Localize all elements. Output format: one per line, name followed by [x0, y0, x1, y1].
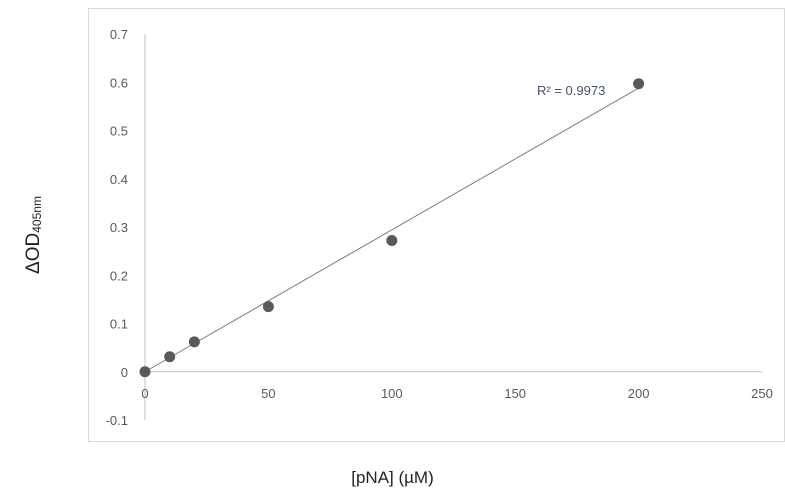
x-tick-label: 200 — [628, 386, 650, 401]
y-tick-label: 0.6 — [110, 75, 128, 90]
x-tick-label: 150 — [504, 386, 526, 401]
y-tick-label: 0.7 — [110, 27, 128, 42]
r-squared-label: R² = 0.9973 — [537, 83, 605, 98]
y-tick-label: -0.1 — [106, 413, 128, 428]
y-axis-label-subscript: 405nm — [30, 196, 44, 233]
plot-area-frame — [88, 8, 785, 442]
x-tick-label: 100 — [381, 386, 403, 401]
trendline — [144, 87, 639, 373]
y-tick-label: 0.5 — [110, 124, 128, 139]
y-tick-label: 0.2 — [110, 268, 128, 283]
y-tick-label: 0.3 — [110, 220, 128, 235]
y-tick-label: 0.4 — [110, 172, 128, 187]
y-axis-label: ΔOD405nm — [14, 170, 54, 300]
x-tick-label: 50 — [261, 386, 275, 401]
x-tick-label: 0 — [141, 386, 148, 401]
data-point — [633, 78, 645, 90]
y-axis-label-text: ΔOD — [23, 232, 44, 274]
data-point — [164, 351, 176, 363]
data-point — [262, 301, 274, 313]
data-point — [188, 336, 200, 348]
y-tick-label: 0.1 — [110, 317, 128, 332]
y-tick-label: 0 — [121, 365, 128, 380]
x-axis-label: [pNA] (µM) — [351, 468, 434, 487]
x-tick-label: 250 — [751, 386, 773, 401]
data-point — [386, 235, 398, 247]
data-point — [139, 366, 151, 378]
